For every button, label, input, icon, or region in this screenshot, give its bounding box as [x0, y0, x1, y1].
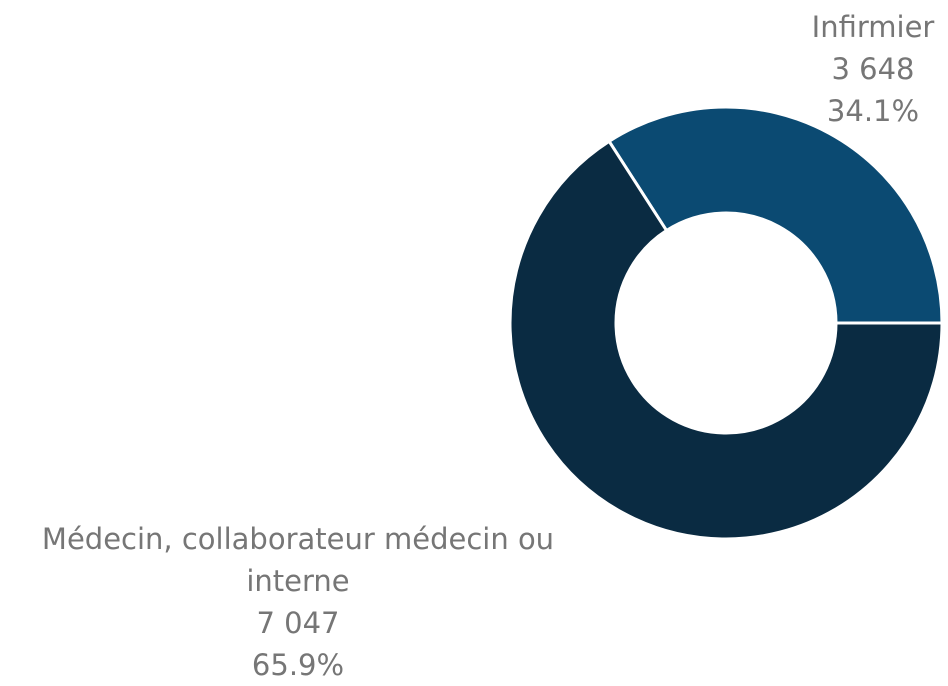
category-label: Infirmier: [811, 10, 935, 44]
value-label: 3 648: [831, 52, 915, 86]
slice-label: Infirmier 3 648 34.1%: [788, 6, 948, 132]
percentage-label: 65.9%: [251, 648, 345, 682]
percentage-label: 34.1%: [826, 94, 920, 128]
donut-slice: [607, 105, 944, 325]
donut-slice: [508, 139, 944, 541]
slice-label: Médecin, collaborateur médecin ou intern…: [0, 518, 596, 686]
category-label: Médecin, collaborateur médecin ou intern…: [41, 522, 555, 598]
value-label: 7 047: [256, 606, 340, 640]
